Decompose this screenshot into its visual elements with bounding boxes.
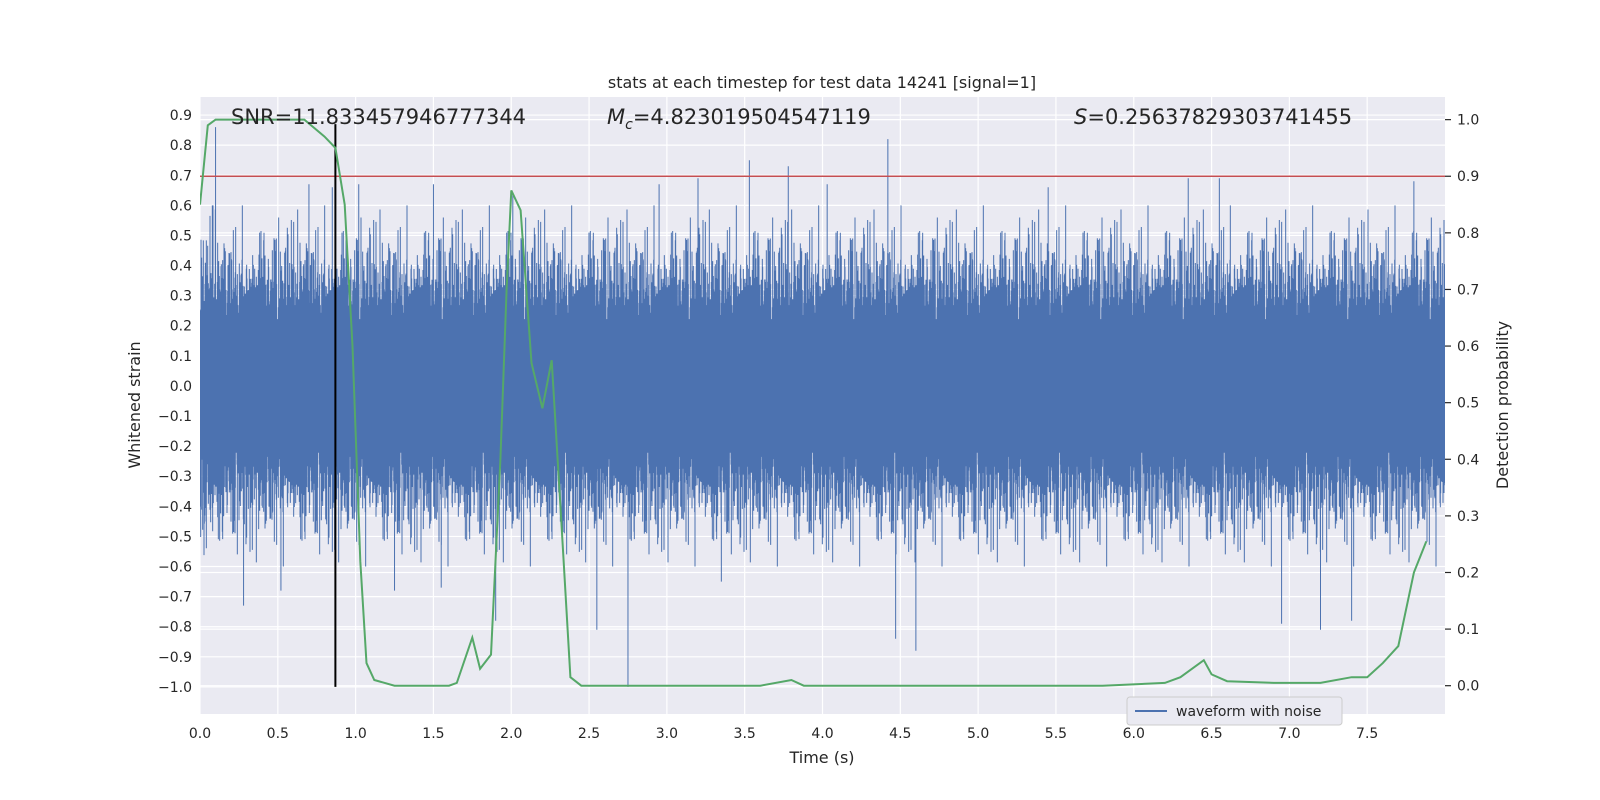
y-left-tick-label: −0.2 — [158, 439, 192, 455]
y-left-tick-label: −0.1 — [158, 409, 192, 425]
y-right-tick-label: 0.9 — [1457, 169, 1479, 185]
y-left-tick-label: −0.8 — [158, 620, 192, 636]
y-right-tick-label: 0.1 — [1457, 622, 1479, 638]
y-left-tick-label: 0.6 — [170, 198, 192, 214]
x-tick-label: 5.5 — [1045, 726, 1067, 742]
s-value: =0.25637829303741455 — [1087, 105, 1352, 129]
x-tick-label: 7.5 — [1356, 726, 1378, 742]
y-left-tick-label: 0.9 — [170, 108, 192, 124]
y-left-tick-label: −0.3 — [158, 469, 192, 485]
x-tick-label: 6.0 — [1123, 726, 1145, 742]
y-left-tick-label: −0.7 — [158, 590, 192, 606]
x-tick-label: 3.0 — [656, 726, 678, 742]
y-right-tick-label: 0.7 — [1457, 282, 1479, 298]
detection-probability-line — [200, 118, 1428, 687]
y-right-tick-label: 0.3 — [1457, 509, 1479, 525]
waveform-trace — [200, 127, 1445, 687]
y-left-tick-label: −0.9 — [158, 650, 192, 666]
chirp-mass-value: =4.823019504547119 — [633, 105, 871, 129]
x-tick-label: 7.0 — [1278, 726, 1300, 742]
y-left-tick-label: 0.2 — [170, 319, 192, 335]
chirp-mass-symbol: M — [607, 105, 625, 129]
x-axis-label: Time (s) — [788, 748, 854, 767]
x-tick-label: 2.0 — [500, 726, 522, 742]
y-right-tick-label: 1.0 — [1457, 113, 1479, 129]
y-left-tick-label: 0.7 — [170, 168, 192, 184]
legend-box — [1126, 696, 1343, 726]
y-left-tick-label: −0.4 — [158, 499, 192, 515]
x-tick-label: 2.5 — [578, 726, 600, 742]
y-left-tick-label: 0.5 — [170, 228, 192, 244]
y-right-tick-label: 0.2 — [1457, 565, 1479, 581]
y-right-tick-label: 0.0 — [1457, 679, 1479, 695]
x-tick-label: 0.0 — [189, 726, 211, 742]
x-tick-label: 6.5 — [1200, 726, 1222, 742]
y-left-axis-label: Whitened strain — [125, 341, 144, 468]
y-left-tick-label: 0.0 — [170, 379, 192, 395]
x-tick-label: 5.0 — [967, 726, 989, 742]
x-tick-label: 1.5 — [422, 726, 444, 742]
legend-label: waveform with noise — [1176, 704, 1321, 720]
s-symbol: S — [1074, 105, 1087, 129]
x-tick-labels: 0.0 0.5 1.0 1.5 2.0 2.5 3.0 3.5 4.0 4.5 5.0 5.5 6.0 6… — [189, 726, 1378, 742]
y-right-tick-label: 0.8 — [1457, 226, 1479, 242]
y-left-tick-labels: 0.9 0.8 0.7 0.6 0.5 0.4 0.3 0.2 0.1 0.0 −0.1 −0.2 −0… — [158, 108, 192, 696]
chirp-mass-annotation: Mc=4.823019504547119 — [607, 105, 871, 133]
y-right-tick-label: 0.5 — [1457, 396, 1479, 412]
legend: waveform with noise — [1126, 696, 1343, 726]
chirp-mass-subscript: c — [625, 117, 633, 133]
x-tick-label: 0.5 — [267, 726, 289, 742]
y-right-tick-labels: 1.0 0.9 0.8 0.7 0.6 0.5 0.4 0.3 0.2 0.1 0.0 — [1445, 113, 1479, 695]
waveform-series — [200, 127, 1445, 687]
x-tick-label: 3.5 — [734, 726, 756, 742]
y-left-tick-label: −0.5 — [158, 529, 192, 545]
y-left-tick-label: −1.0 — [158, 680, 192, 696]
y-left-tick-label: −0.6 — [158, 560, 192, 576]
x-tick-label: 4.5 — [889, 726, 911, 742]
chart-title: stats at each timestep for test data 142… — [608, 73, 1036, 92]
x-tick-label: 1.0 — [344, 726, 366, 742]
y-right-tick-label: 0.6 — [1457, 339, 1479, 355]
x-tick-label: 4.0 — [811, 726, 833, 742]
y-left-tick-label: 0.4 — [170, 259, 192, 275]
y-right-axis-label: Detection probability — [1493, 321, 1512, 489]
snr-annotation: SNR=11.833457946777344 — [231, 105, 526, 129]
s-annotation: S=0.25637829303741455 — [1074, 105, 1352, 129]
y-left-tick-label: 0.8 — [170, 138, 192, 154]
y-left-tick-label: 0.3 — [170, 289, 192, 305]
y-right-tick-label: 0.4 — [1457, 452, 1479, 468]
y-left-tick-label: 0.1 — [170, 349, 192, 365]
